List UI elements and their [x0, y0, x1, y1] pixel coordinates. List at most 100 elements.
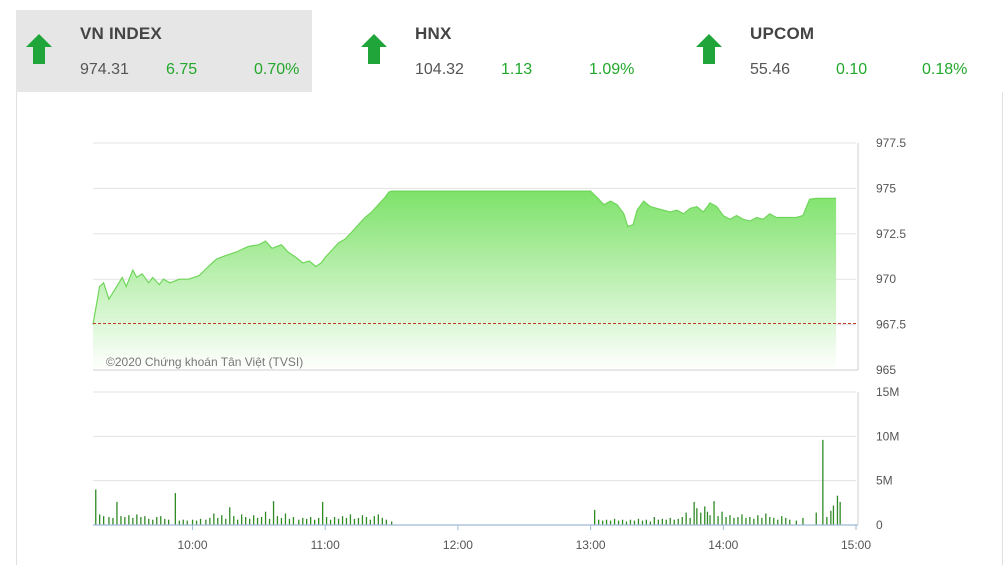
time-tick-label: 14:00	[708, 538, 738, 552]
volume-bar	[341, 516, 344, 525]
volume-bar	[314, 519, 316, 525]
volume-bar	[749, 517, 751, 525]
volume-bar	[178, 520, 180, 525]
volume-bar	[637, 518, 640, 525]
volume-bar	[385, 519, 387, 525]
volume-tick-label: 0	[876, 518, 883, 532]
volume-bar	[329, 519, 332, 525]
volume-bar	[677, 518, 679, 525]
volume-bar	[789, 519, 791, 525]
volume-bar	[353, 518, 356, 525]
volume-bar	[337, 518, 340, 525]
volume-bar	[333, 517, 336, 525]
volume-bar	[769, 517, 771, 525]
volume-bar	[160, 516, 162, 525]
volume-bar	[245, 517, 247, 525]
volume-bar	[649, 521, 651, 525]
volume-bar	[213, 513, 215, 525]
volume-bar	[785, 517, 787, 525]
volume-bar	[836, 495, 839, 525]
time-tick-label: 15:00	[841, 538, 871, 552]
volume-bar	[602, 520, 604, 525]
volume-bar	[633, 520, 636, 525]
volume-bar	[706, 511, 709, 525]
volume-bar	[765, 513, 767, 525]
volume-bar	[292, 517, 295, 525]
volume-bar	[669, 517, 671, 525]
volume-bar	[802, 517, 804, 525]
volume-bar	[182, 519, 184, 525]
volume-bar	[839, 501, 841, 525]
arrow-up-icon	[696, 34, 722, 64]
volume-tick-label: 5M	[876, 474, 893, 488]
index-price: 104.32	[415, 61, 464, 78]
volume-bar	[795, 520, 797, 525]
volume-bar	[594, 509, 596, 525]
volume-bar	[349, 514, 352, 525]
volume-bar	[761, 517, 763, 525]
index-tile-0[interactable]: VN INDEX 974.31 6.75 0.70%	[16, 10, 312, 92]
volume-bar	[322, 501, 324, 525]
volume-bar	[717, 516, 719, 525]
price-tick-label: 965	[876, 363, 896, 377]
volume-bar	[689, 517, 691, 525]
volume-bar	[661, 518, 663, 525]
volume-bar	[753, 518, 755, 525]
volume-bar	[264, 511, 267, 525]
volume-bar	[713, 501, 715, 525]
volume-bar	[237, 519, 239, 525]
volume-bar	[709, 515, 711, 525]
chart-frame	[16, 92, 1003, 565]
index-change: 0.10	[836, 61, 868, 78]
volume-bar	[609, 520, 612, 525]
volume-bar	[645, 519, 647, 525]
volume-bar	[99, 514, 101, 525]
index-name: UPCOM	[750, 24, 815, 43]
volume-bar	[700, 512, 702, 525]
volume-bar	[617, 520, 620, 525]
volume-bar	[253, 515, 255, 525]
volume-bar	[826, 517, 828, 525]
volume-bar	[168, 519, 170, 525]
volume-bar	[272, 501, 275, 525]
volume-bar	[302, 517, 304, 525]
volume-bar	[681, 517, 683, 525]
time-tick-label: 13:00	[576, 538, 606, 552]
volume-bar	[256, 517, 259, 525]
volume-bar	[199, 518, 202, 525]
volume-bar	[773, 517, 775, 525]
index-tile-2[interactable]: UPCOM 55.46 0.10 0.18%	[686, 10, 986, 92]
volume-bar	[124, 517, 126, 525]
volume-bar	[721, 511, 723, 525]
volume-bar	[629, 519, 632, 525]
volume-bar	[205, 519, 207, 525]
price-tick-label: 975	[876, 181, 896, 195]
volume-bar	[108, 517, 110, 525]
volume-bar	[164, 518, 166, 525]
volume-bar	[693, 501, 695, 525]
volume-bar	[276, 516, 279, 525]
volume-bar	[657, 519, 659, 525]
volume-bar	[116, 501, 118, 525]
volume-bar	[822, 439, 824, 525]
index-tiles: VN INDEX 974.31 6.75 0.70% HNX 104.32 1.13 1.09…	[16, 10, 1004, 92]
price-area	[93, 191, 837, 370]
index-percent: 0.70%	[254, 61, 300, 78]
volume-bar	[737, 517, 739, 525]
volume-bar	[641, 520, 644, 525]
volume-bar	[233, 516, 235, 525]
volume-bar	[605, 519, 608, 525]
volume-bar	[310, 517, 312, 525]
volume-bar	[345, 517, 348, 525]
volume-bar	[132, 517, 134, 525]
volume-bar	[625, 521, 628, 525]
volume-bar	[733, 517, 735, 525]
volume-bar	[221, 515, 223, 525]
price-tick-label: 977.5	[876, 136, 906, 150]
volume-bar	[140, 517, 142, 525]
volume-bar	[148, 518, 150, 525]
index-tile-1[interactable]: HNX 104.32 1.13 1.09%	[351, 10, 651, 92]
time-tick-label: 12:00	[443, 538, 473, 552]
volume-bar	[325, 517, 328, 525]
volume-bar	[209, 517, 211, 525]
